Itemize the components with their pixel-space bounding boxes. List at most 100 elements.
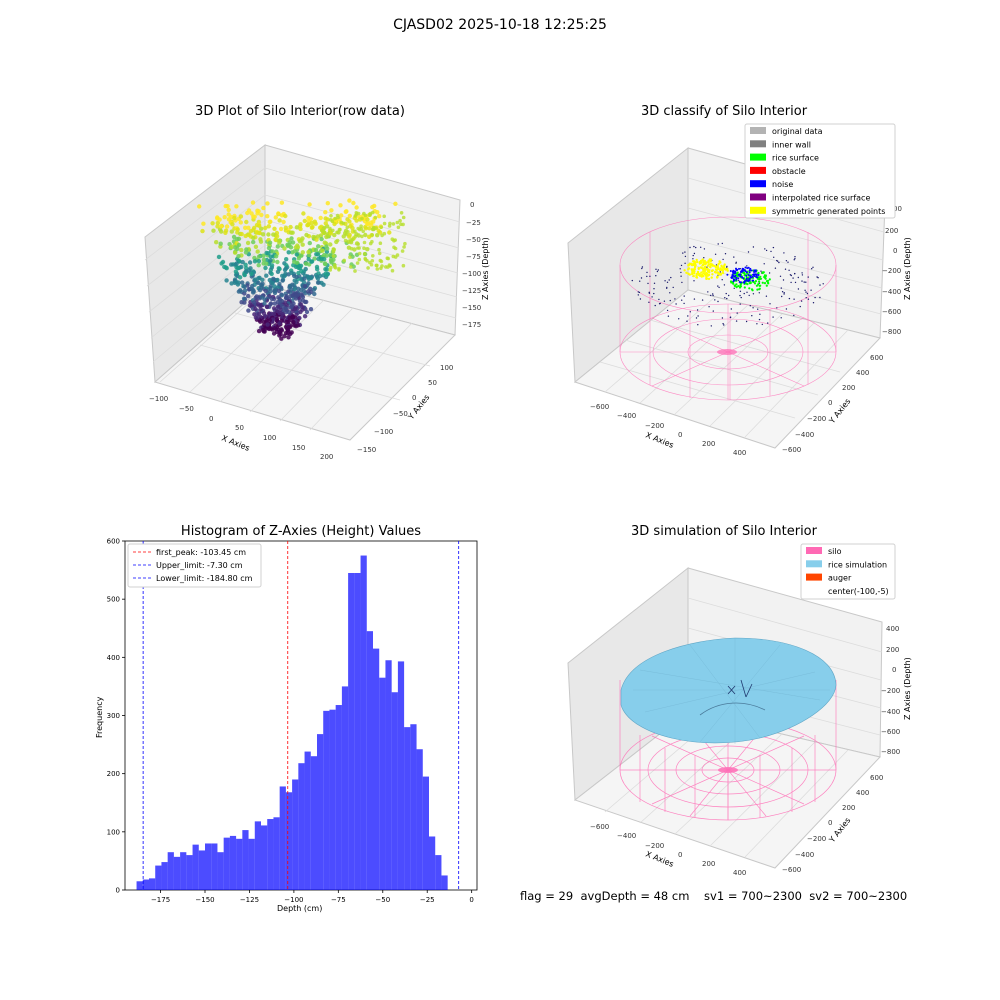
simulation-ytick: −200 <box>807 835 826 843</box>
raw-xtick: 200 <box>320 453 333 461</box>
histogram-ytick: 100 <box>107 828 120 836</box>
legend-label: first_peak: -103.45 cm <box>156 548 246 557</box>
legend-swatch <box>806 560 822 568</box>
histogram-bar <box>149 878 156 890</box>
raw-xtick: 50 <box>235 424 244 432</box>
histogram-bar <box>422 776 429 890</box>
simulation-ztick: 200 <box>886 646 899 654</box>
histogram-bar <box>410 724 417 890</box>
classify-ztick: −600 <box>882 308 901 316</box>
histogram-bar <box>229 835 237 890</box>
simulation-ytick: −600 <box>782 866 801 874</box>
histogram-bar <box>248 838 255 890</box>
histogram-bar <box>441 875 448 890</box>
histogram-bar <box>360 555 367 890</box>
histogram-bar <box>173 856 181 890</box>
classify-ytick: 0 <box>828 399 832 407</box>
classify-ztick: −800 <box>882 328 901 336</box>
histogram-bar <box>279 786 286 890</box>
classify-xtick: 200 <box>702 440 715 448</box>
raw-ytick: −100 <box>374 428 393 436</box>
histogram-bars <box>136 555 448 890</box>
raw-xtick: −100 <box>149 395 168 403</box>
legend-swatch <box>750 193 766 201</box>
raw-grid <box>144 167 461 431</box>
histogram-bar <box>136 881 143 890</box>
raw-point-cloud <box>197 198 407 341</box>
histogram-xtick: −125 <box>240 896 259 904</box>
histogram-bar <box>298 763 305 890</box>
histogram-bar <box>167 852 174 890</box>
simulation-ztick: 400 <box>886 625 899 633</box>
legend-label: inner wall <box>772 140 811 149</box>
auger-marker <box>727 679 753 698</box>
simulation-xtick: 400 <box>733 869 746 877</box>
histogram-title: Histogram of Z-Axies (Height) Values <box>180 524 422 539</box>
classify-ytick: 600 <box>870 354 883 362</box>
histogram-bar <box>205 843 212 890</box>
classify-ztick: −400 <box>882 288 901 296</box>
histogram-bar <box>198 850 205 890</box>
histogram-bar <box>429 836 436 890</box>
classify-xtick: −600 <box>590 403 609 411</box>
legend-swatch <box>750 180 766 188</box>
classify-xlabel: X Axies <box>644 431 675 450</box>
histogram-bar <box>236 838 243 890</box>
classify-ytick: 400 <box>856 369 869 377</box>
raw-ztick: −100 <box>462 270 481 278</box>
legend-swatch <box>750 206 766 214</box>
histogram-bar <box>385 660 392 890</box>
simulation-plot-title: 3D simulation of Silo Interior <box>631 524 817 539</box>
raw-xlabel: X Axies <box>220 434 251 453</box>
raw-zlabel: Z Axies (Depth) <box>481 237 490 300</box>
histogram-bar <box>180 852 187 890</box>
simulation-xtick: −200 <box>645 842 664 850</box>
histogram-ytick: 200 <box>107 770 120 778</box>
legend-label: rice simulation <box>828 560 887 569</box>
histogram-bar <box>391 692 398 890</box>
classify-ytick: −200 <box>807 415 826 423</box>
classify-point-cloud <box>631 242 824 327</box>
histogram-ytick: 500 <box>107 596 120 604</box>
histogram-bar <box>435 855 442 890</box>
raw-ztick: 0 <box>470 201 474 209</box>
raw-floor-pane <box>153 284 456 441</box>
classify-xtick: −200 <box>645 422 664 430</box>
histogram-ytick: 300 <box>107 712 120 720</box>
figure-title: CJASD02 2025-10-18 12:25:25 <box>393 17 607 33</box>
raw-ztick: −150 <box>462 304 481 312</box>
simulation-zlabel: Z Axies (Depth) <box>903 657 912 720</box>
simulation-xtick: 0 <box>678 851 682 859</box>
histogram-bar <box>397 661 405 890</box>
histogram-bar <box>366 631 373 890</box>
simulation-ytick: 0 <box>828 819 832 827</box>
simulation-ztick: −200 <box>881 687 900 695</box>
simulation-xlabel: X Axies <box>644 850 675 869</box>
raw-ylabel: Y Axies <box>406 393 432 422</box>
histogram-bar <box>267 819 274 890</box>
raw-ztick: −125 <box>462 287 481 295</box>
histogram-bar <box>273 817 280 890</box>
histogram-bar <box>379 677 386 890</box>
rice-simulation-surface <box>620 637 837 744</box>
histogram-bar <box>310 756 317 890</box>
raw-xtick: 150 <box>292 444 305 452</box>
raw-xtick: 0 <box>209 415 213 423</box>
legend-label: noise <box>772 180 793 189</box>
histogram-xtick: −50 <box>375 896 390 904</box>
raw-ztick: −75 <box>466 253 481 261</box>
legend-label: Upper_limit: -7.30 cm <box>156 561 243 570</box>
histogram-bar <box>142 879 149 890</box>
classify-ytick: 200 <box>842 384 855 392</box>
simulation-ytick: 600 <box>870 774 883 782</box>
simulation-xtick: −400 <box>617 832 636 840</box>
classify-ztick: −200 <box>882 267 901 275</box>
simulation-ztick: 0 <box>892 666 896 674</box>
histogram-ytick: 400 <box>107 654 120 662</box>
simulation-ytick: −400 <box>795 851 814 859</box>
histogram-bar <box>192 844 199 890</box>
raw-ytick: 100 <box>440 364 453 372</box>
classify-ztick: 200 <box>885 227 898 235</box>
classify-xtick: 0 <box>678 431 682 439</box>
classify-ztick: 00 <box>893 205 902 213</box>
